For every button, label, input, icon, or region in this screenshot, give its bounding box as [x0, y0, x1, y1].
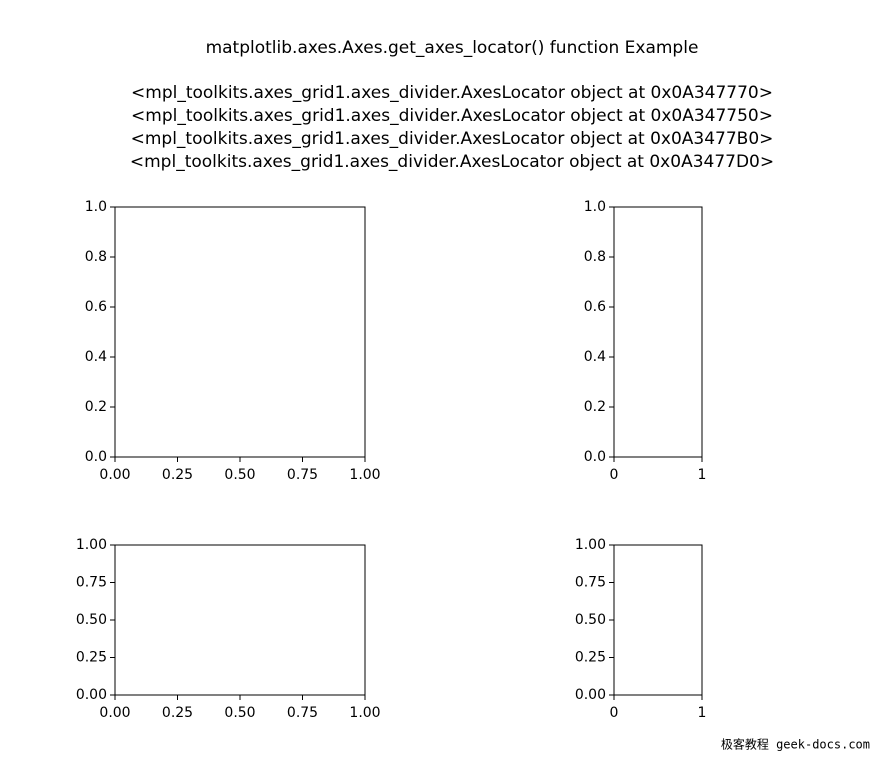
x-tick-label: 0.25 [162, 705, 193, 721]
y-tick-label: 0.6 [85, 299, 107, 315]
x-tick-label: 0 [610, 467, 619, 483]
x-tick-label: 1 [698, 705, 707, 721]
figure-title: matplotlib.axes.Axes.get_axes_locator() … [206, 38, 699, 58]
y-tick-label: 0.00 [575, 687, 606, 703]
y-tick-label: 0.25 [575, 650, 606, 666]
y-tick-label: 0.75 [575, 575, 606, 591]
y-tick-label: 0.8 [584, 249, 606, 265]
x-tick-label: 0.50 [224, 467, 255, 483]
y-tick-label: 1.00 [575, 537, 606, 553]
y-tick-label: 0.0 [85, 449, 107, 465]
y-tick-label: 1.0 [584, 199, 606, 215]
x-tick-label: 0.75 [287, 467, 318, 483]
y-tick-label: 0.2 [584, 399, 606, 415]
x-tick-label: 0.50 [224, 705, 255, 721]
x-tick-label: 1 [698, 467, 707, 483]
y-tick-label: 0.25 [76, 650, 107, 666]
y-tick-label: 0.4 [85, 349, 107, 365]
y-tick-label: 0.50 [76, 612, 107, 628]
x-tick-label: 0.75 [287, 705, 318, 721]
axes-frame [114, 206, 366, 458]
y-tick-label: 0.6 [584, 299, 606, 315]
x-tick-label: 0.00 [99, 467, 130, 483]
y-tick-label: 0.0 [584, 449, 606, 465]
locator-line: <mpl_toolkits.axes_grid1.axes_divider.Ax… [131, 129, 774, 149]
axes-frame [114, 544, 366, 696]
y-tick-label: 0.8 [85, 249, 107, 265]
axes-frame [613, 206, 703, 458]
y-tick-label: 0.00 [76, 687, 107, 703]
x-tick-label: 1.00 [349, 705, 380, 721]
y-tick-label: 1.0 [85, 199, 107, 215]
y-tick-label: 1.00 [76, 537, 107, 553]
y-tick-label: 0.50 [575, 612, 606, 628]
y-tick-label: 0.2 [85, 399, 107, 415]
watermark: 极客教程 geek-docs.com [721, 737, 870, 752]
locator-line: <mpl_toolkits.axes_grid1.axes_divider.Ax… [130, 152, 774, 172]
y-tick-label: 0.4 [584, 349, 606, 365]
locator-line: <mpl_toolkits.axes_grid1.axes_divider.Ax… [131, 83, 773, 103]
locator-line: <mpl_toolkits.axes_grid1.axes_divider.Ax… [131, 106, 773, 126]
x-tick-label: 0 [610, 705, 619, 721]
x-tick-label: 1.00 [349, 467, 380, 483]
axes-frame [613, 544, 703, 696]
x-tick-label: 0.00 [99, 705, 130, 721]
x-tick-label: 0.25 [162, 467, 193, 483]
y-tick-label: 0.75 [76, 575, 107, 591]
